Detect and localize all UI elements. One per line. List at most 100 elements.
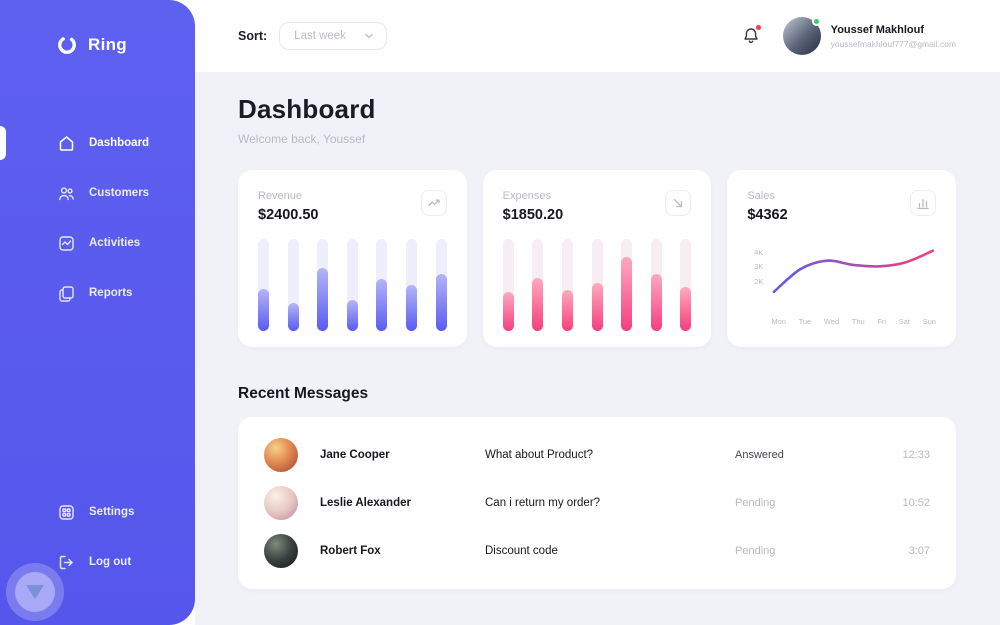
bar-track <box>287 239 299 331</box>
sidebar-item-customers[interactable]: Customers <box>0 168 195 218</box>
bar-chart-icon <box>910 190 937 216</box>
x-axis-labels: Mon Tue Wed Thu Fri Sat Sun <box>771 317 936 326</box>
sales-line-plot <box>772 249 935 294</box>
bar-track <box>680 239 692 331</box>
message-row[interactable]: Jane Cooper What about Product? Answered… <box>264 431 930 479</box>
message-sender-name: Jane Cooper <box>320 449 390 461</box>
bar-track <box>621 239 633 331</box>
x-tick-label: Mon <box>771 317 786 326</box>
line-chart-icon <box>420 190 447 216</box>
sidebar-item-label: Settings <box>89 506 135 518</box>
message-sender-name: Leslie Alexander <box>320 497 411 509</box>
bar-track <box>317 239 329 331</box>
sidebar-item-dashboard[interactable]: Dashboard <box>0 118 195 168</box>
sidebar-item-settings[interactable]: Settings <box>0 487 195 537</box>
reports-icon <box>58 285 75 302</box>
user-email: youssefmakhlouf777@gmail.com <box>830 38 956 49</box>
app-logo[interactable]: Ring <box>0 0 195 56</box>
message-time: 10:52 <box>902 497 930 509</box>
sidebar-item-activities[interactable]: Activities <box>0 218 195 268</box>
recent-messages-card: Jane Cooper What about Product? Answered… <box>238 417 956 589</box>
stat-card-sales: Sales $4362 4K 3K 2K <box>727 170 957 347</box>
sidebar-item-label: Log out <box>89 556 132 568</box>
expenses-bar-chart <box>502 239 692 331</box>
y-tick-label: 2K <box>754 276 764 286</box>
recent-messages-title: Recent Messages <box>238 385 369 402</box>
message-text: Can i return my order? <box>485 497 601 509</box>
sidebar: Ring Dashboard Customers Activities <box>0 0 195 625</box>
watermark-logo <box>6 563 64 621</box>
main-content: Dashboard Welcome back, Youssef Revenue … <box>195 72 1000 625</box>
bar-track <box>650 239 662 331</box>
x-tick-label: Wed <box>823 317 840 326</box>
sort-selected-value: Last week <box>294 30 346 42</box>
user-name: Youssef Makhlouf <box>830 23 924 36</box>
x-tick-label: Thu <box>851 317 865 326</box>
message-time: 3:07 <box>908 545 930 557</box>
message-status: Answered <box>735 449 784 461</box>
bar-track <box>561 239 573 331</box>
notifications-button[interactable] <box>741 25 761 46</box>
card-title: Revenue <box>258 190 303 202</box>
page-title: Dashboard <box>238 94 376 124</box>
y-tick-label: 4K <box>754 248 764 258</box>
message-status: Pending <box>735 545 776 557</box>
sidebar-item-label: Dashboard <box>89 137 150 149</box>
logout-icon <box>58 554 75 571</box>
revenue-bar-chart <box>258 239 447 331</box>
card-value: $1850.20 <box>502 207 564 223</box>
bar-track <box>406 239 418 331</box>
settings-icon <box>58 504 75 521</box>
user-avatar <box>782 17 821 55</box>
users-icon <box>58 185 75 202</box>
bar-track <box>376 239 388 331</box>
message-text: Discount code <box>485 545 558 557</box>
sales-line-chart: 4K 3K 2K Mon Tue Wed Thu Fri Sat Sun <box>747 245 936 326</box>
card-value: $2400.50 <box>258 207 319 223</box>
sales-line <box>772 249 935 294</box>
send-icon <box>665 190 692 216</box>
stat-card-expenses: Expenses $1850.20 <box>482 170 712 347</box>
sidebar-item-reports[interactable]: Reports <box>0 268 195 318</box>
card-title: Sales <box>747 190 775 202</box>
chevron-down-icon <box>364 31 374 41</box>
topbar: Sort: Last week Youss <box>195 0 1000 72</box>
bar-track <box>346 239 358 331</box>
message-time: 12:33 <box>902 449 930 461</box>
sidebar-nav: Dashboard Customers Activities Reports <box>0 118 195 318</box>
sidebar-item-label: Reports <box>89 287 133 299</box>
message-text: What about Product? <box>485 449 594 461</box>
message-sender-name: Robert Fox <box>320 545 381 557</box>
online-status-dot <box>811 17 821 26</box>
x-tick-label: Fri <box>877 317 887 326</box>
message-row[interactable]: Robert Fox Discount code Pending 3:07 <box>264 527 930 575</box>
card-title: Expenses <box>502 190 551 202</box>
message-avatar <box>264 438 298 472</box>
y-axis-labels: 4K 3K 2K <box>747 245 763 309</box>
stat-cards-row: Revenue $2400.50 Expenses $1850.20 <box>238 170 957 347</box>
stat-card-revenue: Revenue $2400.50 <box>238 170 467 347</box>
sidebar-item-label: Customers <box>89 187 150 199</box>
bar-track <box>591 239 603 331</box>
sidebar-item-label: Activities <box>89 237 141 249</box>
bar-track <box>435 239 447 331</box>
y-tick-label: 3K <box>754 262 764 272</box>
page-subtitle: Welcome back, Youssef <box>238 132 366 146</box>
notification-dot <box>755 25 761 30</box>
bar-track <box>502 239 514 331</box>
message-avatar <box>264 534 298 568</box>
bar-track <box>532 239 544 331</box>
home-icon <box>58 135 75 152</box>
sidebar-item-logout[interactable]: Log out <box>0 537 195 587</box>
bar-track <box>258 239 269 331</box>
sort-label: Sort: <box>238 29 268 43</box>
x-tick-label: Tue <box>798 317 812 326</box>
sort-dropdown[interactable]: Last week <box>279 22 387 50</box>
user-profile-chip[interactable]: Youssef Makhlouf youssefmakhlouf777@gmai… <box>782 17 956 55</box>
message-status: Pending <box>735 497 776 509</box>
card-value: $4362 <box>747 207 788 223</box>
message-row[interactable]: Leslie Alexander Can i return my order? … <box>264 479 930 527</box>
app-logo-text: Ring <box>88 35 127 54</box>
sidebar-footer: Settings Log out <box>0 487 195 587</box>
